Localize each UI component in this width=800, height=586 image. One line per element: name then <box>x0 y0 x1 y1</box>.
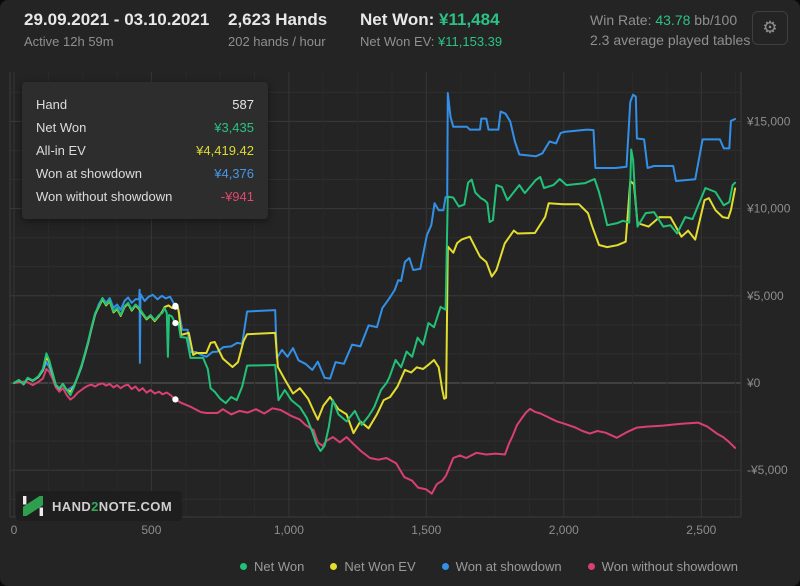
hand2note-logo: HAND2NOTE.COM <box>16 491 183 521</box>
x-axis-tick-label: 1,500 <box>411 523 441 537</box>
gear-icon: ⚙ <box>762 18 778 37</box>
net-won-label: Net Won: <box>360 10 435 29</box>
tooltip-value: 587 <box>232 97 254 112</box>
logo-text: HAND2NOTE.COM <box>52 498 173 514</box>
win-rate-label: Win Rate: <box>590 12 652 28</box>
settings-button[interactable]: ⚙ <box>752 11 788 45</box>
hands-count: 2,623 Hands <box>228 10 328 29</box>
tooltip-value: ¥3,435 <box>214 120 254 135</box>
legend-dot-blue <box>441 563 449 570</box>
hands-per-hour: 202 hands / hour <box>228 34 326 49</box>
legend-label: Net Won <box>254 559 305 574</box>
net-won-value: ¥11,484 <box>439 10 500 29</box>
tooltip-row: All-in EV ¥4,419.42 <box>36 139 254 162</box>
legend-dot-green <box>240 563 248 570</box>
avg-tables: 2.3 average played tables <box>590 32 751 48</box>
tooltip-row: Net Won ¥3,435 <box>36 116 254 139</box>
x-axis-tick-label: 1,000 <box>274 523 304 537</box>
legend-label: Net Won EV <box>344 559 416 574</box>
net-won-block: Net Won: ¥11,484 Net Won EV: ¥11,153.39 <box>360 10 502 49</box>
active-time: Active 12h 59m <box>24 34 114 49</box>
tooltip-label: Won at showdown <box>36 166 142 181</box>
y-axis-tick-label: ¥0 <box>746 376 761 390</box>
legend-item-net-won-ev[interactable]: Net Won EV <box>330 559 416 574</box>
net-won-ev-label: Net Won EV: <box>360 34 435 49</box>
hand-tooltip: Hand 587 Net Won ¥3,435 All-in EV ¥4,419… <box>22 82 268 219</box>
tooltip-value: ¥4,419.42 <box>196 143 254 158</box>
win-rate-line: Win Rate: 43.78 bb/100 <box>590 12 750 28</box>
legend-dot-pink <box>587 563 595 570</box>
legend-item-won-at-showdown[interactable]: Won at showdown <box>441 559 562 574</box>
legend-label: Won at showdown <box>455 559 562 574</box>
x-axis-tick-label: 2,500 <box>686 523 716 537</box>
net-won-line: Net Won: ¥11,484 <box>360 10 502 30</box>
date-range: 29.09.2021 - 03.10.2021 <box>24 10 210 29</box>
hand2note-logo-icon <box>23 496 43 516</box>
tooltip-label: Hand <box>36 97 68 112</box>
tooltip-value: ¥4,376 <box>214 166 254 181</box>
chart-legend: Net Won Net Won EV Won at showdown Won w… <box>240 559 738 574</box>
hands-block: 2,623 Hands 202 hands / hour <box>228 10 327 49</box>
hover-marker-dot <box>172 320 179 327</box>
y-axis-tick-label: -¥5,000 <box>747 463 788 477</box>
legend-dot-yellow <box>330 563 338 570</box>
tooltip-row: Won at showdown ¥4,376 <box>36 162 254 185</box>
tooltip-value: -¥941 <box>220 189 254 204</box>
legend-label: Won without showdown <box>601 559 738 574</box>
series-line-net-won <box>13 148 737 452</box>
tooltip-label: Won without showdown <box>36 189 173 204</box>
hover-marker-dot <box>172 396 179 403</box>
y-axis-tick-label: ¥15,000 <box>746 114 791 128</box>
tooltip-row: Hand 587 <box>36 93 254 116</box>
hover-marker-dot <box>172 303 179 310</box>
legend-item-won-without-showdown[interactable]: Won without showdown <box>587 559 738 574</box>
tooltip-label: All-in EV <box>36 143 86 158</box>
win-rate-unit: bb/100 <box>694 12 738 28</box>
win-rate-value: 43.78 <box>655 12 691 28</box>
y-axis-tick-label: ¥5,000 <box>746 289 784 303</box>
x-axis-tick-label: 2,000 <box>549 523 579 537</box>
tooltip-label: Net Won <box>36 120 87 135</box>
x-axis-tick-label: 500 <box>141 523 161 537</box>
date-range-block: 29.09.2021 - 03.10.2021 Active 12h 59m <box>24 10 209 49</box>
legend-item-net-won[interactable]: Net Won <box>240 559 304 574</box>
series-line-won-without-showdown <box>13 368 737 495</box>
logo-digit: 2 <box>91 498 99 514</box>
win-rate-block: Win Rate: 43.78 bb/100 2.3 average playe… <box>590 12 750 48</box>
net-won-ev-line: Net Won EV: ¥11,153.39 <box>360 34 502 49</box>
tooltip-row: Won without showdown -¥941 <box>36 185 254 208</box>
net-won-ev-value: ¥11,153.39 <box>438 34 503 49</box>
y-axis-tick-label: ¥10,000 <box>746 202 791 216</box>
x-axis-tick-label: 0 <box>11 523 18 537</box>
